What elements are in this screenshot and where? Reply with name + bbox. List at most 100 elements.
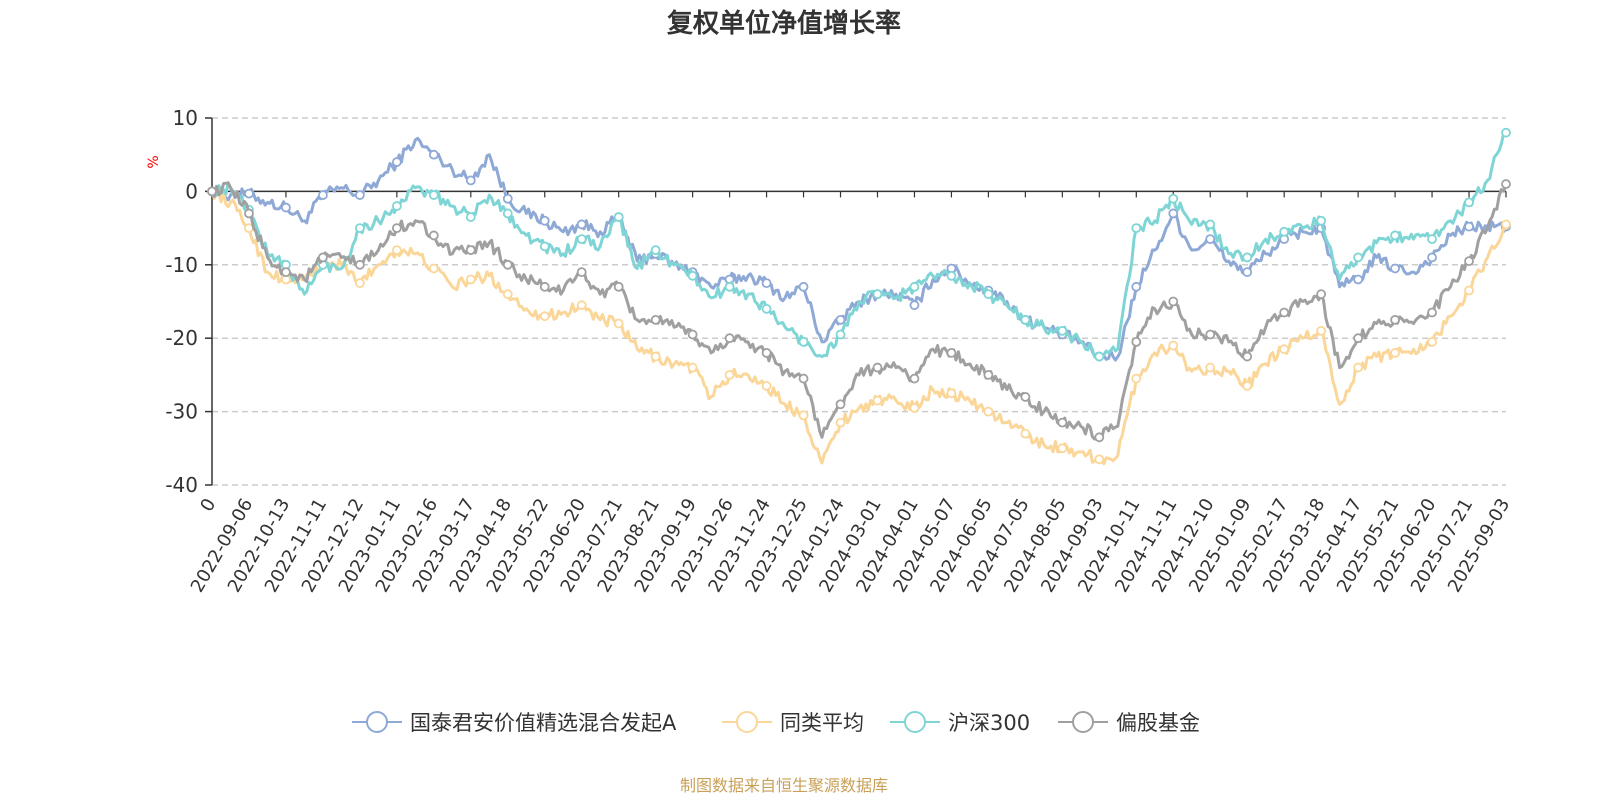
series-point	[1390, 263, 1400, 274]
series-point	[687, 270, 698, 281]
legend[interactable]: 国泰君安价值精选混合发起A 同类平均 沪深300 偏股基金	[352, 711, 1200, 735]
series-point	[1279, 226, 1290, 237]
legend-marker	[904, 711, 926, 733]
legend-label: 偏股基金	[1116, 711, 1200, 735]
series-point	[761, 278, 772, 289]
series-point	[650, 245, 661, 256]
series-point	[1205, 362, 1216, 373]
series-point	[465, 175, 476, 186]
series-point	[391, 201, 402, 211]
series-group	[207, 127, 1511, 466]
x-tick-label: 0	[196, 495, 220, 515]
series-point	[1242, 252, 1253, 263]
series-point	[428, 263, 439, 274]
series-point	[687, 362, 698, 373]
series-point	[465, 245, 476, 256]
series-point	[354, 190, 365, 200]
series-point	[1501, 219, 1511, 230]
series-point	[946, 270, 957, 281]
series-point	[835, 417, 846, 428]
series-point	[1390, 314, 1400, 325]
legend-item[interactable]: 偏股基金	[1058, 711, 1200, 735]
series-point	[207, 186, 217, 197]
y-tick-label: -10	[165, 253, 198, 277]
series-point	[1279, 307, 1290, 318]
series-point	[1131, 281, 1142, 292]
series-point	[1168, 193, 1179, 204]
series-point	[724, 333, 735, 344]
series-point	[502, 259, 513, 270]
series-point	[539, 281, 550, 292]
series-point	[354, 223, 365, 234]
legend-item[interactable]: 沪深300	[890, 711, 1030, 735]
series-point	[724, 281, 735, 292]
series-point	[1390, 347, 1400, 358]
series-point	[1205, 219, 1216, 230]
series-point	[1464, 256, 1474, 267]
series-point	[428, 149, 439, 160]
legend-marker	[1072, 711, 1094, 733]
series-point	[1316, 289, 1327, 300]
series-line	[210, 188, 1508, 466]
series-point	[1057, 325, 1068, 336]
series-point	[1020, 314, 1031, 325]
series-point	[1205, 329, 1216, 340]
series-point	[1242, 267, 1253, 278]
y-tick-label: -20	[165, 326, 198, 350]
series-point	[465, 212, 476, 222]
series-point	[835, 314, 846, 325]
series-line	[210, 136, 1508, 362]
series-point	[613, 212, 624, 222]
series-point	[872, 289, 883, 300]
y-axis-ticks: 10 0 -10 -20 -30 -40	[165, 106, 212, 497]
series-point	[1131, 223, 1142, 234]
series-point	[428, 230, 439, 241]
legend-item[interactable]: 同类平均	[722, 711, 864, 735]
series-point	[354, 278, 365, 289]
series-point	[391, 157, 402, 167]
y-axis-unit: %	[146, 155, 162, 168]
series-point	[281, 267, 291, 278]
data-source-note: 制图数据来自恒生聚源数据库	[680, 776, 888, 795]
series-point	[761, 303, 772, 314]
series-point	[761, 347, 772, 358]
legend-label: 同类平均	[780, 711, 864, 735]
series-point	[983, 289, 994, 300]
series-line	[210, 131, 1507, 359]
series-point	[1316, 215, 1327, 226]
y-tick-label: -30	[165, 400, 198, 424]
series-point	[354, 259, 365, 270]
legend-label: 沪深300	[948, 711, 1030, 735]
series-point	[1427, 307, 1437, 318]
y-tick-label: 0	[185, 179, 198, 203]
series-point	[502, 208, 513, 219]
series-point	[613, 281, 624, 292]
series-point	[1131, 336, 1142, 347]
series-point	[1427, 336, 1437, 347]
series-point	[1020, 428, 1031, 439]
legend-item[interactable]: 国泰君安价值精选混合发起A	[352, 711, 677, 735]
series-point	[1353, 274, 1364, 285]
series-point	[1279, 344, 1290, 355]
series-point	[465, 274, 476, 285]
series-point	[1131, 373, 1142, 384]
series-point	[761, 381, 772, 391]
series-point	[946, 388, 957, 399]
series-point	[835, 399, 846, 410]
series-point	[798, 410, 809, 421]
series-point	[1353, 362, 1364, 373]
series-point	[1094, 432, 1105, 443]
series-point	[576, 219, 587, 230]
legend-marker	[366, 711, 388, 733]
series-point	[1168, 208, 1179, 219]
legend-marker	[736, 711, 758, 733]
series-point	[798, 336, 809, 347]
series-point	[1353, 252, 1364, 263]
series-point	[318, 252, 328, 263]
series-point	[946, 347, 957, 358]
series-point	[1168, 296, 1179, 307]
series-point	[798, 373, 809, 384]
legend-label: 国泰君安价值精选混合发起A	[410, 711, 677, 735]
series-point	[244, 208, 254, 219]
